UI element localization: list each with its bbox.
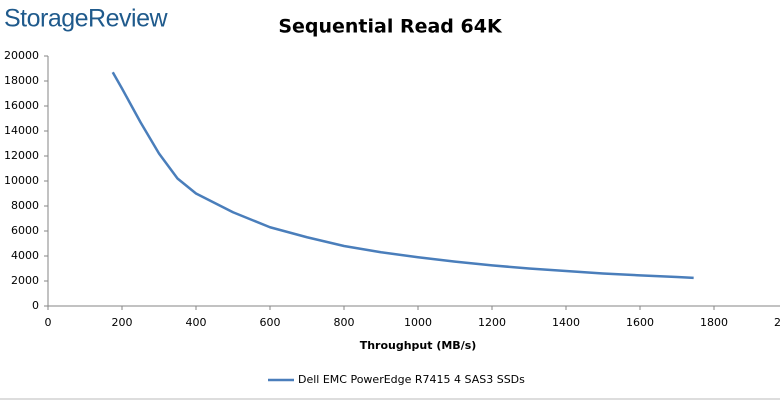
y-tick-label: 2000 xyxy=(11,274,39,287)
x-tick-label: 1600 xyxy=(626,316,654,329)
y-tick-label: 16000 xyxy=(4,99,39,112)
y-tick-label: 14000 xyxy=(4,124,39,137)
y-tick-label: 6000 xyxy=(11,224,39,237)
x-tick-label: 600 xyxy=(260,316,281,329)
x-tick-label: 800 xyxy=(334,316,355,329)
y-tick-label: 12000 xyxy=(4,149,39,162)
x-tick-label: 0 xyxy=(45,316,52,329)
logo: StorageReview xyxy=(4,5,168,33)
x-tick-label: 1000 xyxy=(404,316,432,329)
chart-title: Sequential Read 64K xyxy=(278,16,503,38)
x-axis-title: Throughput (MB/s) xyxy=(360,339,477,352)
x-tick-label: 1400 xyxy=(552,316,580,329)
x-tick-label: 400 xyxy=(186,316,207,329)
y-tick-label: 10000 xyxy=(4,174,39,187)
legend-label: Dell EMC PowerEdge R7415 4 SAS3 SSDs xyxy=(298,373,525,386)
x-tick-label: 1800 xyxy=(700,316,728,329)
x-tick-label: 200 xyxy=(112,316,133,329)
y-tick-label: 20000 xyxy=(4,49,39,62)
y-tick-label: 4000 xyxy=(11,249,39,262)
y-tick-label: 8000 xyxy=(11,199,39,212)
x-tick-label: 1200 xyxy=(478,316,506,329)
x-tick-label: 2000 xyxy=(774,316,780,329)
series-line xyxy=(111,71,694,280)
y-tick-label: 0 xyxy=(32,299,39,312)
y-tick-label: 18000 xyxy=(4,74,39,87)
